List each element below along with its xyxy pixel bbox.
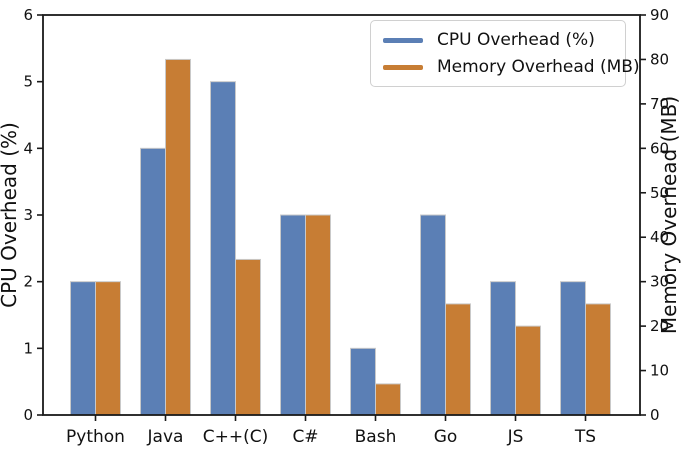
bar-memory-bash [375,383,401,416]
left-tick-label: 0 [23,406,33,424]
right-tick-label: 50 [650,184,669,202]
bars-group [70,58,611,416]
left-tick-label: 6 [23,6,33,24]
bar-cpu-c# [280,214,306,416]
bar-cpu-python [70,281,96,416]
left-tick-label: 2 [23,273,33,291]
bar-cpu-bash [350,347,376,416]
right-tick-label: 40 [650,228,669,246]
left-tick-label: 1 [23,339,33,357]
x-tick-label-bash: Bash [355,427,397,447]
left-tick-label: 5 [23,73,33,91]
right-tick-label: 20 [650,317,669,335]
x-tick-label-c#: C# [292,427,318,447]
bar-memory-ts [585,303,611,416]
x-tick-label-python: Python [66,427,125,447]
right-axis-title: Memory Overhead (MB) [657,96,681,334]
x-tick-label-go: Go [434,427,458,447]
right-tick-label: 60 [650,139,669,157]
bar-cpu-ts [560,281,586,416]
bar-memory-python [95,281,121,416]
legend-label-memory: Memory Overhead (MB) [437,57,640,77]
x-tick-label-ts: TS [574,427,596,447]
legend-item-memory: Memory Overhead (MB) [383,57,640,77]
right-tick-label: 80 [650,50,669,68]
left-tick-label: 4 [23,139,33,157]
x-tick-label-c++(c): C++(C) [203,427,269,447]
left-tick-label: 3 [23,206,33,224]
bar-cpu-c++(c) [210,81,236,416]
legend-label-cpu: CPU Overhead (%) [437,30,595,50]
cpu-series-swatch [383,37,423,43]
memory-series-swatch [383,64,423,70]
right-tick-label: 10 [650,362,669,380]
bar-cpu-java [140,147,166,416]
x-tick-label-java: Java [147,427,184,447]
bar-cpu-js [490,281,516,416]
bar-memory-go [445,303,471,416]
bar-memory-c# [305,214,331,416]
bar-cpu-go [420,214,446,416]
bar-memory-java [165,58,191,416]
right-tick-label: 70 [650,95,669,113]
right-tick-label: 0 [650,406,660,424]
left-axis-title: CPU Overhead (%) [0,122,21,308]
right-tick-label: 90 [650,6,669,24]
right-tick-label: 30 [650,273,669,291]
legend: CPU Overhead (%) Memory Overhead (MB) [370,20,640,87]
bar-memory-js [515,325,541,416]
legend-item-cpu: CPU Overhead (%) [383,30,613,50]
bar-memory-c++(c) [235,258,261,416]
x-tick-label-js: JS [507,427,524,447]
